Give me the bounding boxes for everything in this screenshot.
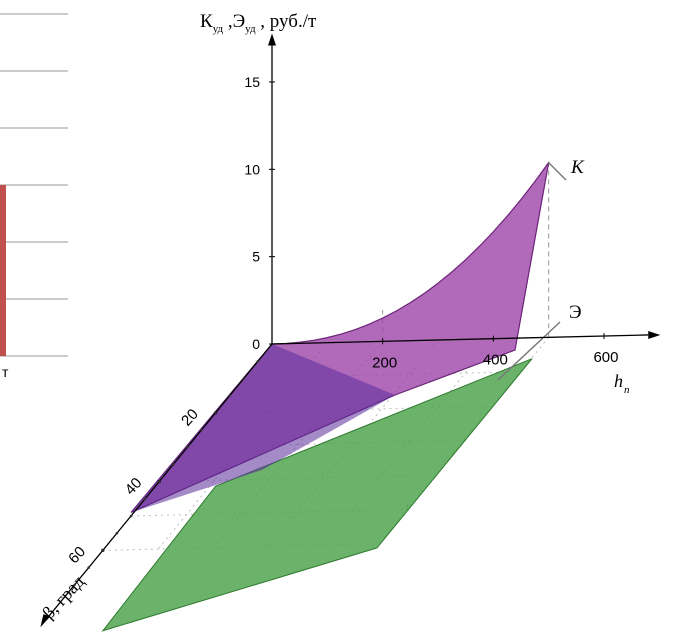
beta-axis-dot xyxy=(87,566,90,569)
beta-axis-dot xyxy=(242,377,246,380)
y-axis-arrow xyxy=(40,614,51,628)
beta-tick-label: 60 xyxy=(65,543,89,567)
z-tick-label: 0 xyxy=(252,336,260,352)
beta-axis-dot xyxy=(228,394,231,397)
surface-E xyxy=(101,358,533,632)
beta-axis-dot xyxy=(73,583,76,587)
series-pointer-K xyxy=(548,162,567,181)
beta-axis-dot xyxy=(115,531,119,535)
z-tick-label: 10 xyxy=(244,161,260,177)
z-tick-label: 5 xyxy=(252,249,260,265)
left-fragment-label: т xyxy=(2,364,9,380)
x-axis-line xyxy=(271,334,649,345)
z-axis-label: Куд ,Эуд , руб./т xyxy=(200,11,317,35)
x-tick-label: 400 xyxy=(483,352,508,369)
series-label-E: Э xyxy=(569,302,582,323)
surfaces xyxy=(101,162,567,632)
x-axis-arrow xyxy=(648,330,661,339)
series-label-K: К xyxy=(570,157,585,178)
beta-axis-dot xyxy=(172,463,175,466)
beta-axis-dot xyxy=(200,428,203,432)
beta-axis-dot xyxy=(101,549,105,552)
series-pointer-E xyxy=(497,321,561,381)
left-bar xyxy=(0,185,6,356)
z-tick-label: 15 xyxy=(244,74,260,90)
beta-axis-dot xyxy=(186,445,189,449)
left-fragment: т xyxy=(0,13,68,380)
beta-axis-dot xyxy=(256,359,260,363)
z-axis-arrow xyxy=(268,33,276,46)
x-axis-label: hп xyxy=(614,371,630,396)
x-tick-label: 600 xyxy=(593,349,618,366)
beta-axis-dot xyxy=(143,497,147,501)
surface-overlap xyxy=(131,344,395,513)
beta-axis-dot xyxy=(214,411,217,415)
beta-axis-dot xyxy=(129,514,133,518)
beta-tick-label: 20 xyxy=(178,406,202,430)
beta-tick-label: 40 xyxy=(122,475,146,499)
beta-axis-dot xyxy=(157,480,161,483)
x-tick-label: 200 xyxy=(372,354,397,371)
y-axis-label: β, град xyxy=(38,571,88,622)
